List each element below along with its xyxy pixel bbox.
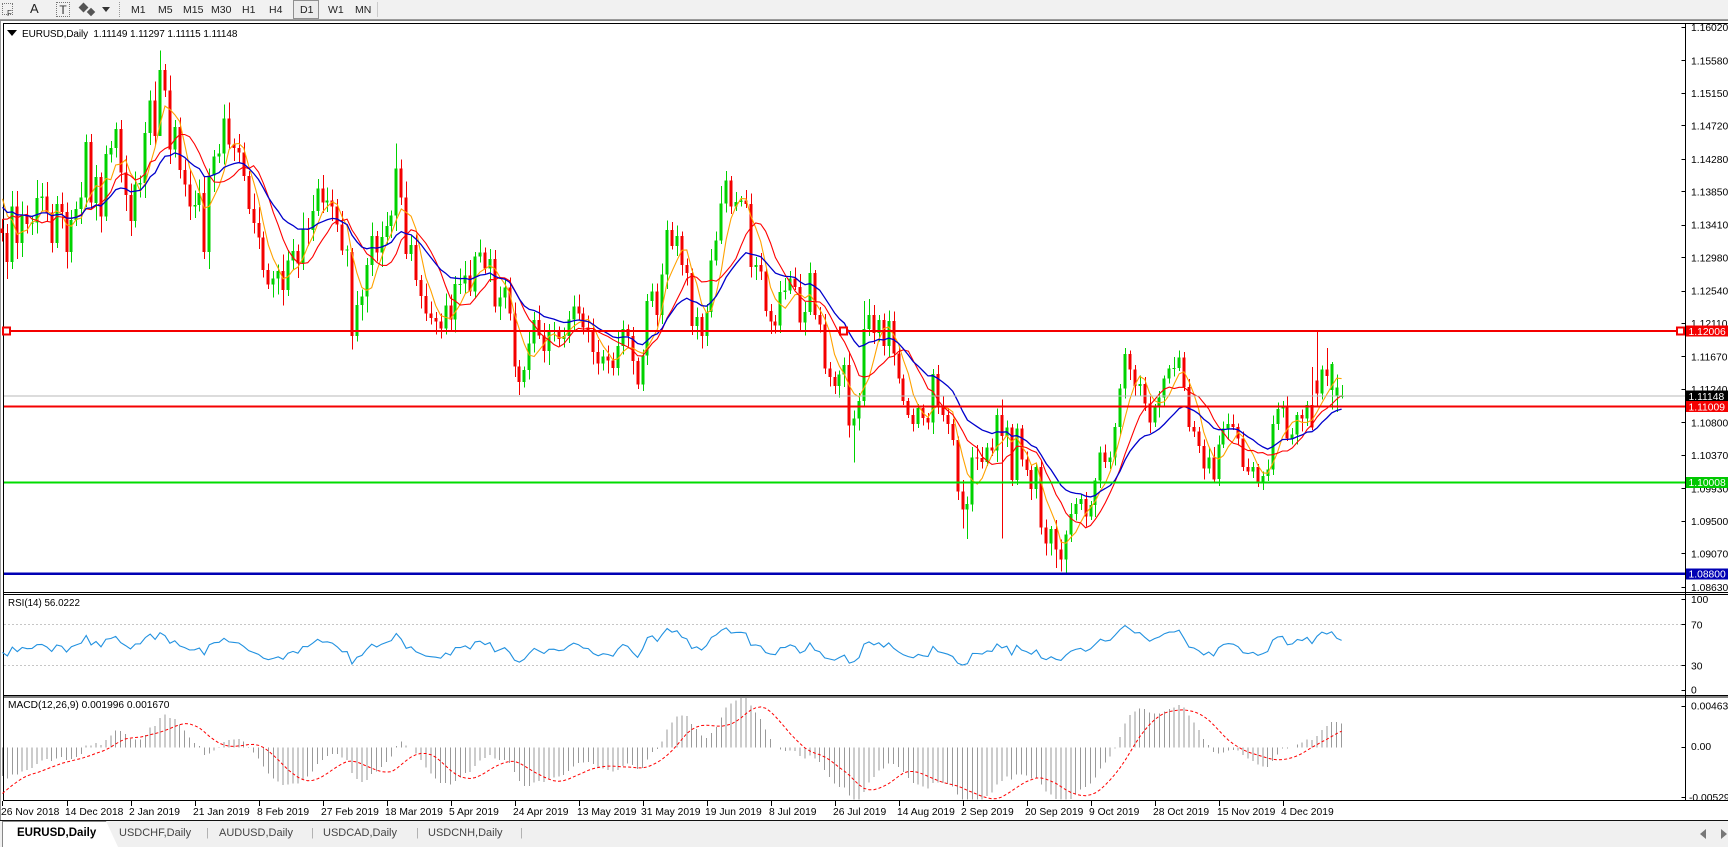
svg-text:13 May 2019: 13 May 2019 [577, 807, 637, 818]
svg-text:18 Mar 2019: 18 Mar 2019 [385, 807, 443, 818]
svg-text:14 Dec 2018: 14 Dec 2018 [65, 807, 124, 818]
svg-text:14 Aug 2019: 14 Aug 2019 [897, 807, 955, 818]
svg-text:70: 70 [1691, 620, 1703, 631]
svg-text:EURUSD,Daily 1.11149 1.11297: EURUSD,Daily 1.11149 1.11297 1.11115 1.1… [22, 29, 238, 40]
svg-text:1.08630: 1.08630 [1691, 583, 1728, 594]
svg-text:1.12006: 1.12006 [1689, 327, 1726, 338]
svg-text:1.14280: 1.14280 [1691, 155, 1728, 166]
svg-text:8 Jul 2019: 8 Jul 2019 [769, 807, 817, 818]
svg-text:0.00463: 0.00463 [1691, 702, 1728, 713]
svg-text:1.12110: 1.12110 [1691, 319, 1728, 330]
svg-text:1.15580: 1.15580 [1691, 56, 1728, 67]
svg-text:1.13850: 1.13850 [1691, 187, 1728, 198]
svg-text:1.11009: 1.11009 [1689, 402, 1726, 413]
svg-text:15 Nov 2019: 15 Nov 2019 [1217, 807, 1276, 818]
svg-text:2 Jan 2019: 2 Jan 2019 [129, 807, 180, 818]
svg-text:26 Jul 2019: 26 Jul 2019 [833, 807, 887, 818]
svg-text:21 Jan 2019: 21 Jan 2019 [193, 807, 250, 818]
svg-text:31 May 2019: 31 May 2019 [641, 807, 701, 818]
svg-text:4 Dec 2019: 4 Dec 2019 [1281, 807, 1334, 818]
svg-text:1.12980: 1.12980 [1691, 253, 1728, 264]
svg-text:27 Feb 2019: 27 Feb 2019 [321, 807, 379, 818]
svg-text:1.09930: 1.09930 [1691, 484, 1728, 495]
svg-text:8 Feb 2019: 8 Feb 2019 [257, 807, 309, 818]
svg-text:1.10008: 1.10008 [1689, 478, 1726, 489]
svg-text:1.15150: 1.15150 [1691, 89, 1728, 100]
svg-text:-0.005299: -0.005299 [1689, 793, 1728, 804]
svg-text:20 Sep 2019: 20 Sep 2019 [1025, 807, 1084, 818]
svg-text:5 Apr 2019: 5 Apr 2019 [449, 807, 499, 818]
svg-text:2 Sep 2019: 2 Sep 2019 [961, 807, 1014, 818]
svg-text:24 Apr 2019: 24 Apr 2019 [513, 807, 569, 818]
svg-text:30: 30 [1691, 661, 1703, 672]
svg-text:1.11670: 1.11670 [1691, 353, 1728, 364]
svg-text:19 Jun 2019: 19 Jun 2019 [705, 807, 762, 818]
svg-text:1.10370: 1.10370 [1691, 451, 1728, 462]
svg-text:100: 100 [1691, 595, 1708, 606]
svg-text:28 Oct 2019: 28 Oct 2019 [1153, 807, 1209, 818]
svg-text:1.10800: 1.10800 [1691, 418, 1728, 429]
svg-text:1.09500: 1.09500 [1691, 517, 1728, 528]
svg-text:RSI(14) 56.0222: RSI(14) 56.0222 [8, 598, 80, 609]
svg-text:1.13410: 1.13410 [1691, 221, 1728, 232]
svg-text:1.12540: 1.12540 [1691, 287, 1728, 298]
svg-text:0: 0 [1691, 686, 1697, 697]
svg-text:9 Oct 2019: 9 Oct 2019 [1089, 807, 1140, 818]
svg-text:0.00: 0.00 [1691, 742, 1711, 753]
svg-text:1.14720: 1.14720 [1691, 121, 1728, 132]
svg-text:1.08800: 1.08800 [1689, 570, 1726, 581]
svg-text:1.11148: 1.11148 [1689, 392, 1725, 403]
svg-text:1.16020: 1.16020 [1691, 23, 1728, 34]
svg-text:1.09070: 1.09070 [1691, 550, 1728, 561]
svg-text:26 Nov 2018: 26 Nov 2018 [1, 807, 60, 818]
svg-text:MACD(12,26,9) 0.001996 0.00167: MACD(12,26,9) 0.001996 0.001670 [8, 700, 170, 711]
